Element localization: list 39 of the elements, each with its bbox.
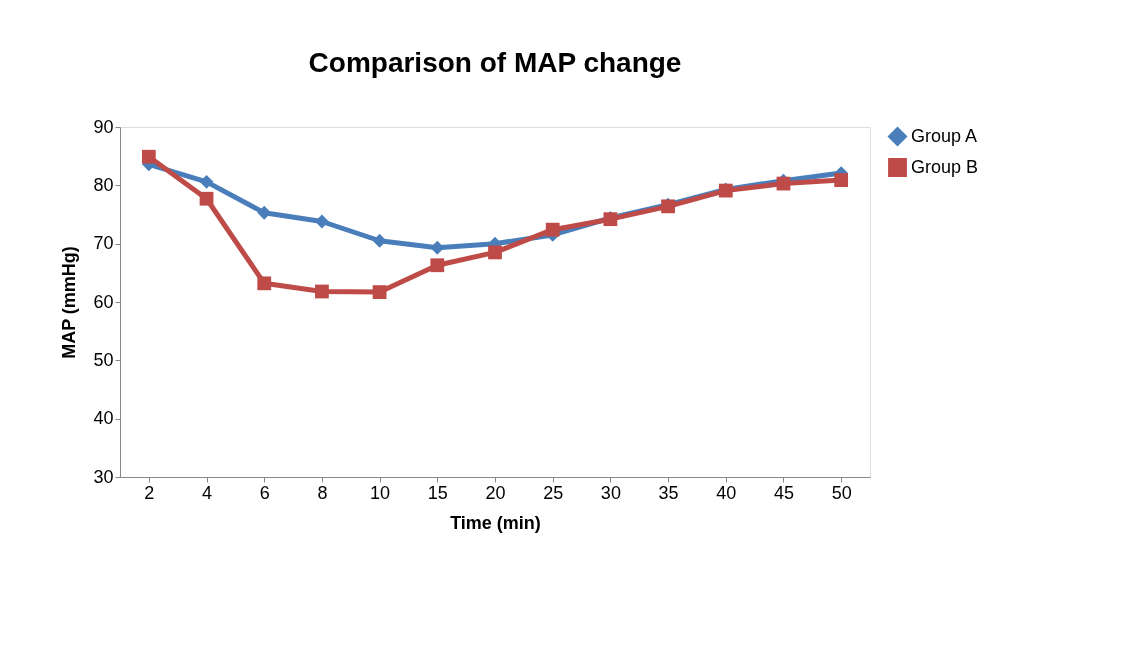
y-tick-label: 50 [93, 349, 114, 370]
chart-title: Comparison of MAP change [308, 47, 682, 78]
legend-label: Group B [911, 156, 979, 177]
x-axis-title: Time (min) [450, 512, 541, 533]
x-tick-label: 4 [202, 482, 213, 503]
x-tick-label: 10 [370, 482, 391, 503]
x-tick-label: 15 [427, 482, 448, 503]
point [430, 240, 445, 255]
x-tick-label: 6 [259, 482, 270, 503]
point [141, 149, 156, 164]
y-tick-label: 60 [93, 291, 114, 312]
y-tick-label: 80 [93, 174, 114, 195]
point [315, 214, 329, 229]
x-tick-label: 40 [716, 482, 737, 503]
point [430, 258, 445, 273]
x-tick-label: 8 [317, 482, 328, 503]
y-tick-label: 30 [93, 466, 114, 487]
point [315, 284, 329, 299]
point [257, 205, 272, 220]
y-axis-title: MAP (mmHg) [59, 246, 80, 359]
legend-label: Group A [911, 125, 978, 146]
x-tick-label: 45 [773, 482, 794, 503]
x-tick-label: 30 [600, 482, 621, 503]
y-tick-label: 70 [93, 233, 114, 254]
x-tick-label: 35 [658, 482, 679, 503]
point [257, 276, 272, 291]
point [199, 174, 214, 189]
y-tick-label: 90 [93, 116, 114, 137]
point [199, 191, 214, 206]
y-tick-label: 40 [93, 408, 114, 429]
x-tick-label: 25 [543, 482, 564, 503]
point [834, 173, 849, 187]
point [488, 245, 502, 260]
x-tick-label: 2 [144, 482, 155, 503]
point [372, 233, 387, 248]
point [372, 285, 387, 299]
x-tick-label: 20 [485, 482, 506, 503]
x-tick-label: 50 [831, 482, 852, 503]
point [545, 222, 560, 237]
